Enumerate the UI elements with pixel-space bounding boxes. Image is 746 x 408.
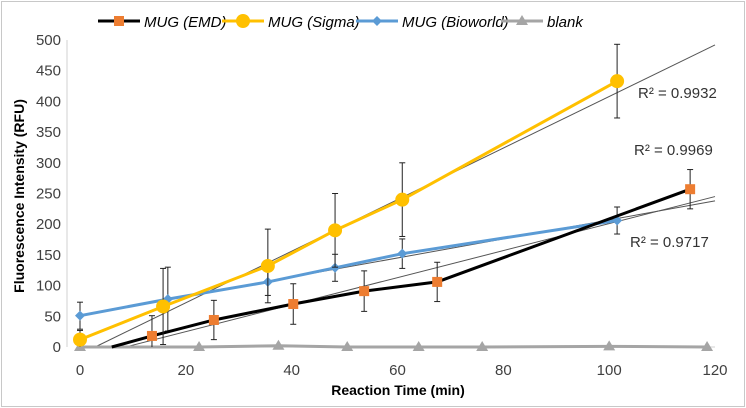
y-tick-label: 250: [36, 186, 61, 203]
series-1: [73, 43, 625, 347]
legend-label: blank: [547, 14, 584, 31]
x-tick-label: 120: [702, 362, 727, 379]
y-tick-label: 50: [44, 308, 61, 325]
data-point: [193, 341, 206, 351]
axes: 0 20 40 60 80 100 120 0 50 100 150 200 250 300 350 400 4…: [36, 32, 728, 379]
y-tick-label: 100: [36, 278, 61, 295]
y-tick-label: 0: [53, 339, 61, 356]
data-point: [397, 248, 408, 259]
x-axis-title: Reaction Time (min): [331, 382, 465, 398]
y-tick-label: 500: [36, 32, 61, 49]
legend-marker: [516, 15, 528, 25]
legend-marker: [114, 16, 124, 26]
data-point: [208, 314, 219, 325]
y-tick-label: 350: [36, 124, 61, 141]
data-point: [476, 341, 489, 351]
data-point: [260, 258, 275, 273]
data-point: [330, 262, 341, 273]
y-tick-label: 300: [36, 155, 61, 172]
plot-area: R² = 0.9969 R² = 0.9932 R² = 0.9717: [73, 43, 717, 351]
data-point: [146, 330, 157, 341]
data-point: [603, 340, 616, 351]
data-point: [156, 299, 171, 314]
legend-label: MUG (EMD): [144, 14, 227, 31]
y-tick-label: 200: [36, 216, 61, 233]
r-squared-label: R² = 0.9969: [634, 142, 713, 159]
series-line: [80, 344, 708, 349]
data-point: [701, 341, 714, 351]
r-squared-label: R² = 0.9717: [630, 234, 709, 251]
data-point: [75, 310, 85, 321]
data-point: [610, 74, 625, 89]
x-tick-label: 80: [495, 362, 512, 379]
r-squared-label: R² = 0.9932: [638, 85, 717, 102]
series-line: [79, 219, 618, 318]
legend-label: MUG (Sigma): [268, 14, 360, 31]
y-axis-title: Fluorescence Intensity (RFU): [11, 99, 27, 293]
series-0: [111, 169, 696, 349]
data-point: [328, 223, 343, 238]
data-point: [432, 276, 443, 287]
y-tick-label: 450: [36, 63, 61, 80]
legend: MUG (EMD) MUG (Sigma) MUG (Bioworld) blank: [98, 14, 584, 31]
x-tick-label: 60: [389, 362, 406, 379]
x-tick-label: 20: [177, 362, 194, 379]
y-tick-label: 400: [36, 93, 61, 110]
legend-label: MUG (Bioworld): [402, 14, 509, 31]
data-point: [272, 339, 285, 350]
legend-marker: [236, 14, 250, 28]
data-point: [359, 286, 370, 297]
data-point: [685, 184, 696, 195]
data-point: [412, 341, 425, 351]
series-line: [79, 79, 618, 342]
data-point: [341, 341, 354, 351]
data-point: [73, 332, 87, 347]
x-tick-label: 40: [283, 362, 300, 379]
x-tick-label: 0: [76, 362, 84, 379]
data-point: [395, 192, 410, 207]
series-2: [75, 206, 623, 332]
legend-marker: [372, 16, 382, 26]
x-tick-label: 100: [597, 362, 622, 379]
y-tick-label: 150: [36, 247, 61, 264]
data-point: [288, 299, 299, 310]
series-3: [74, 339, 714, 351]
